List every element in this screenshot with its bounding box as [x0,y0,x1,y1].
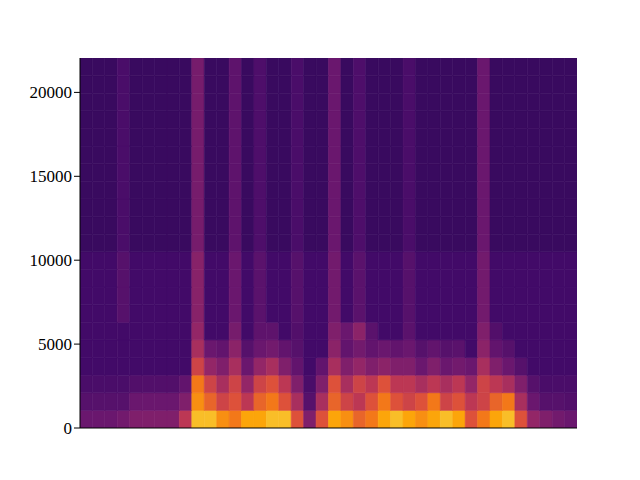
svg-text:0: 0 [64,419,73,438]
svg-text:20000: 20000 [30,83,73,102]
svg-text:5000: 5000 [38,335,72,354]
svg-text:15000: 15000 [30,167,73,186]
svg-text:10000: 10000 [30,251,73,270]
